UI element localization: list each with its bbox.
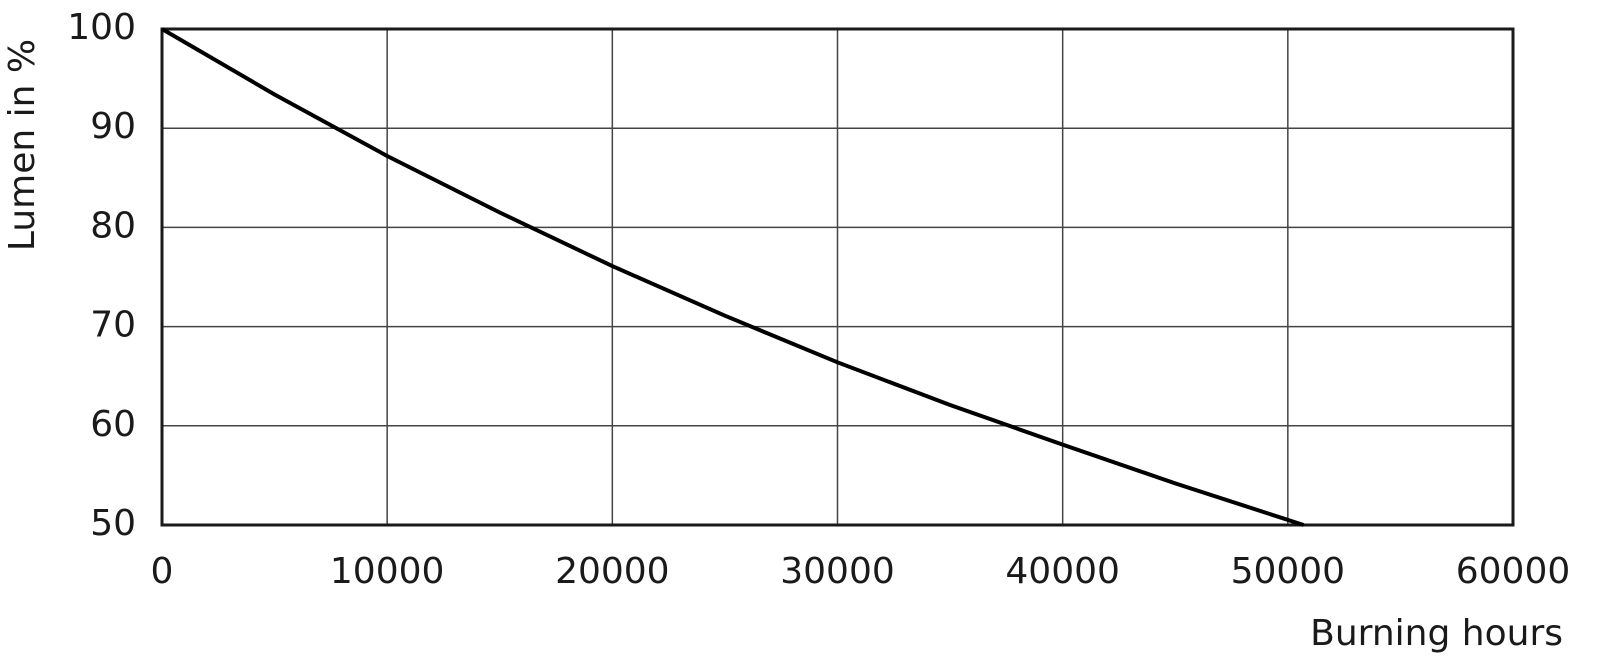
- x-tick-label: 30000: [780, 551, 895, 592]
- x-tick-label: 10000: [330, 551, 445, 592]
- x-tick-label: 50000: [1231, 551, 1346, 592]
- x-tick-label: 60000: [1456, 551, 1571, 592]
- plot-frame: [160, 27, 1515, 527]
- x-axis-title: Burning hours: [1310, 613, 1563, 654]
- line: [160, 27, 1305, 527]
- y-tick-label: 90: [90, 106, 136, 147]
- x-tick-label: 20000: [555, 551, 670, 592]
- y-axis-title: Lumen in %: [2, 39, 43, 251]
- y-tick-label: 70: [90, 305, 136, 346]
- y-tick-label: 50: [90, 503, 136, 544]
- y-tick-label: 100: [67, 7, 136, 48]
- x-tick-label: 40000: [1005, 551, 1120, 592]
- y-tick-label: 80: [90, 205, 136, 246]
- y-tick-label: 60: [90, 404, 136, 445]
- x-tick-label: 0: [151, 551, 174, 592]
